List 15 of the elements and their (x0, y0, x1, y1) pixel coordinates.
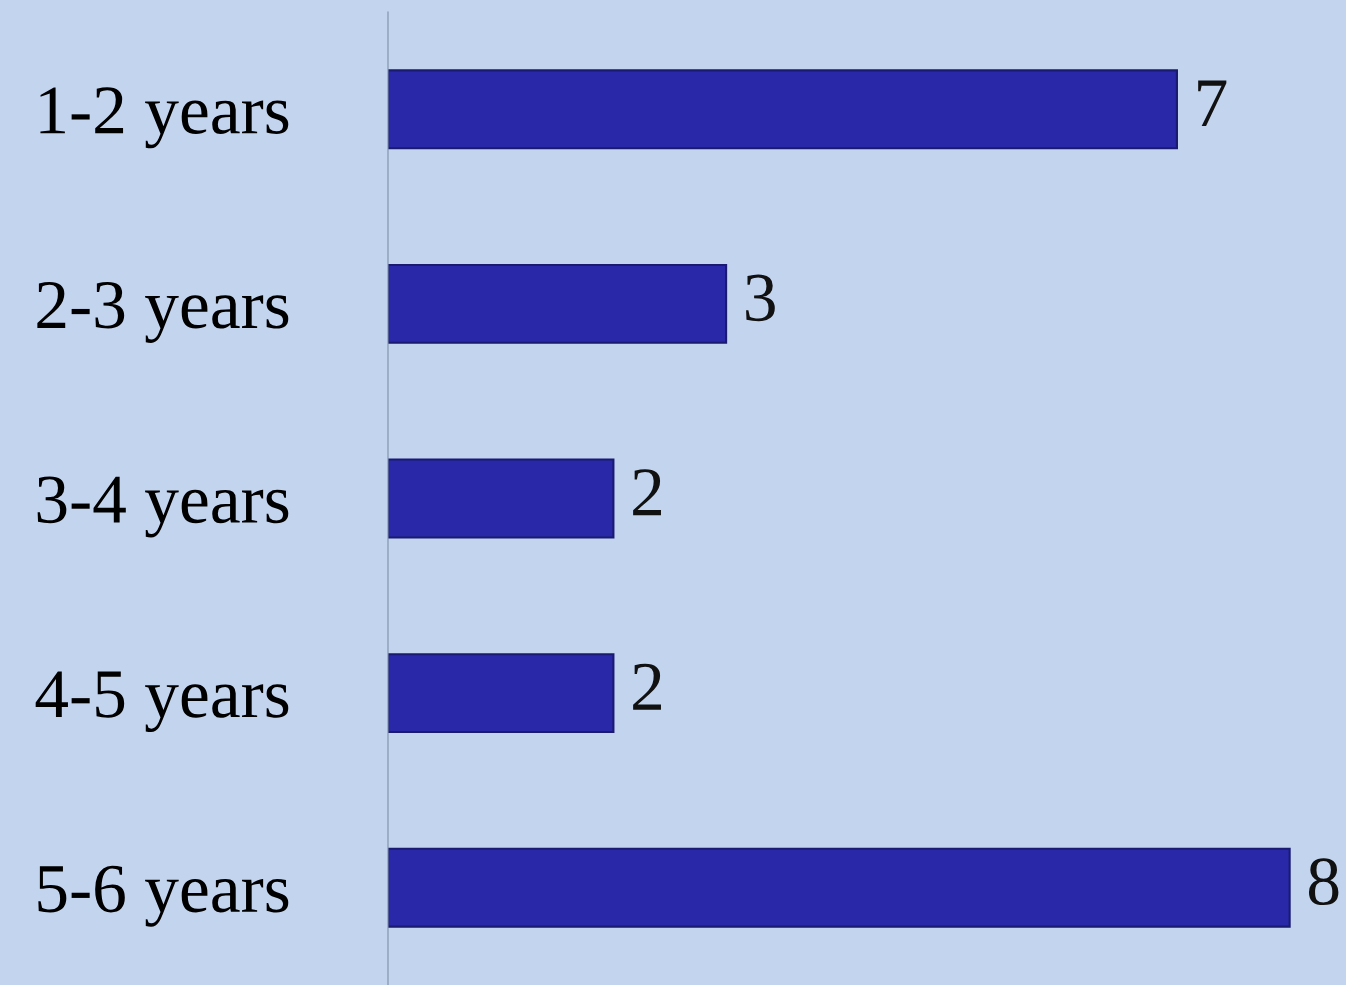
y-tick-label: 2-3 years (37, 281, 289, 343)
data-label: 7 (1198, 80, 1227, 126)
bar (388, 653, 615, 734)
data-label: 2 (633, 663, 661, 710)
bar (388, 69, 1178, 150)
bar (388, 263, 728, 344)
y-tick-label: 5-6 years (38, 865, 289, 927)
data-label: 8 (1308, 858, 1339, 906)
y-tick-label: 3-4 years (37, 476, 289, 538)
y-tick-label: 1-2 years (40, 87, 289, 149)
bar (388, 458, 615, 539)
data-label: 3 (746, 274, 775, 322)
y-tick-label: 4-5 years (35, 671, 289, 733)
bar (388, 847, 1291, 928)
data-label: 2 (633, 469, 661, 516)
